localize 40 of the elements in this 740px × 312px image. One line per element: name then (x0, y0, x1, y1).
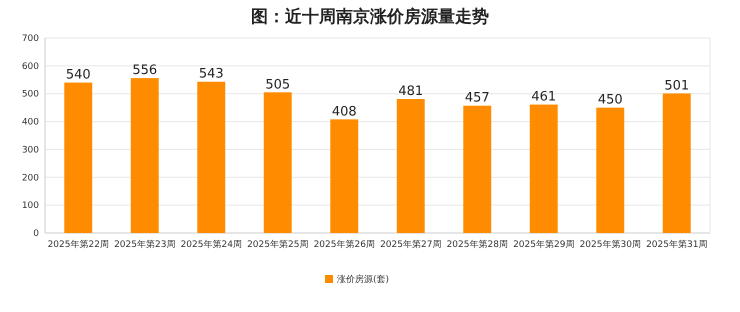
bar (264, 92, 292, 233)
y-tick-label: 0 (33, 229, 40, 239)
bar (396, 99, 425, 233)
x-tick-label: 2025年第26周 (314, 239, 375, 250)
data-label: 505 (265, 77, 290, 92)
bar (463, 106, 492, 233)
y-tick-label: 300 (22, 145, 40, 156)
x-tick-label: 2025年第23周 (114, 239, 176, 250)
bar (64, 82, 92, 233)
x-tick-label: 2025年第25周 (247, 239, 308, 250)
x-tick-label: 2025年第28周 (446, 239, 508, 250)
x-tick-label: 2025年第24周 (180, 239, 242, 250)
y-tick-label: 700 (22, 34, 40, 44)
data-label: 481 (398, 84, 424, 100)
data-label: 556 (132, 63, 158, 78)
data-label: 457 (464, 90, 490, 106)
y-tick-label: 600 (22, 62, 40, 72)
bar (596, 108, 624, 233)
data-label: 408 (332, 104, 357, 120)
data-label: 461 (531, 90, 556, 105)
y-tick-label: 500 (22, 90, 40, 100)
bar (130, 78, 159, 233)
x-tick-label: 2025年第29周 (513, 239, 574, 250)
x-tick-label: 2025年第27周 (380, 239, 442, 250)
bar (662, 93, 691, 233)
y-tick-label: 400 (22, 118, 40, 128)
y-tick-label: 200 (22, 173, 40, 184)
data-label: 540 (66, 68, 91, 83)
data-label: 450 (598, 92, 623, 108)
bar (330, 119, 358, 233)
data-label: 543 (198, 66, 224, 82)
bar (530, 104, 558, 233)
bar (197, 82, 226, 233)
data-label: 501 (664, 78, 690, 94)
x-tick-label: 2025年第31周 (646, 239, 708, 250)
x-tick-label: 2025年第22周 (48, 239, 109, 250)
y-tick-label: 100 (22, 201, 40, 212)
legend-label: 涨价房源(套) (337, 274, 390, 285)
chart-title: 图：近十周南京涨价房源量走势 (251, 7, 489, 27)
x-tick-label: 2025年第30周 (580, 239, 641, 250)
